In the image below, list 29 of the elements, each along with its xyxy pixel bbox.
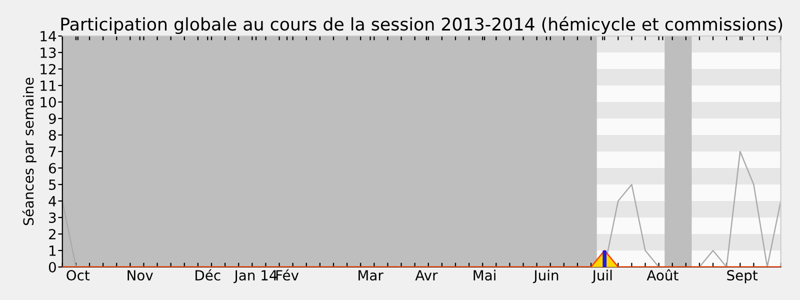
x-tick-label: Déc: [196, 269, 220, 281]
y-tick-label: 14: [40, 31, 56, 42]
y-tick-label: 6: [48, 162, 56, 174]
x-tick-label: Juin: [533, 270, 558, 284]
y-tick-label: 8: [48, 130, 56, 140]
y-tick-label: 7: [49, 146, 56, 157]
x-tick-label: Fév: [276, 269, 299, 281]
y-tick-label: 10: [40, 96, 56, 108]
y-tick-label: 3: [49, 212, 56, 223]
x-tick-label: Oct: [66, 270, 90, 281]
x-tick-label: Août: [646, 269, 678, 281]
y-tick-label: 11: [40, 80, 56, 91]
y-tick-label: 13: [40, 47, 56, 58]
y-tick-label: 0: [48, 262, 56, 272]
y-tick-label: 12: [40, 64, 56, 74]
y-tick-label: 2: [49, 228, 56, 240]
x-tick-label: Juil: [592, 270, 612, 284]
chart-title: Participation globale au cours de la session 2013-2014 (hémicycle et commissions): [61, 16, 782, 34]
x-tick-label: Avr: [415, 270, 438, 280]
y-axis-title: Séances par semaine: [22, 78, 36, 226]
y-tick-label: 5: [49, 180, 56, 190]
x-tick-label: Mar: [358, 270, 384, 281]
y-tick-label: 1: [50, 246, 56, 256]
x-tick-label: Nov: [128, 270, 153, 281]
x-tick-label: Mai: [474, 270, 496, 281]
x-tick-label: Sept: [727, 270, 758, 284]
y-tick-label: 9: [48, 113, 56, 124]
x-tick-label: Jan 14: [234, 270, 278, 284]
y-tick-label: 4: [48, 196, 56, 206]
